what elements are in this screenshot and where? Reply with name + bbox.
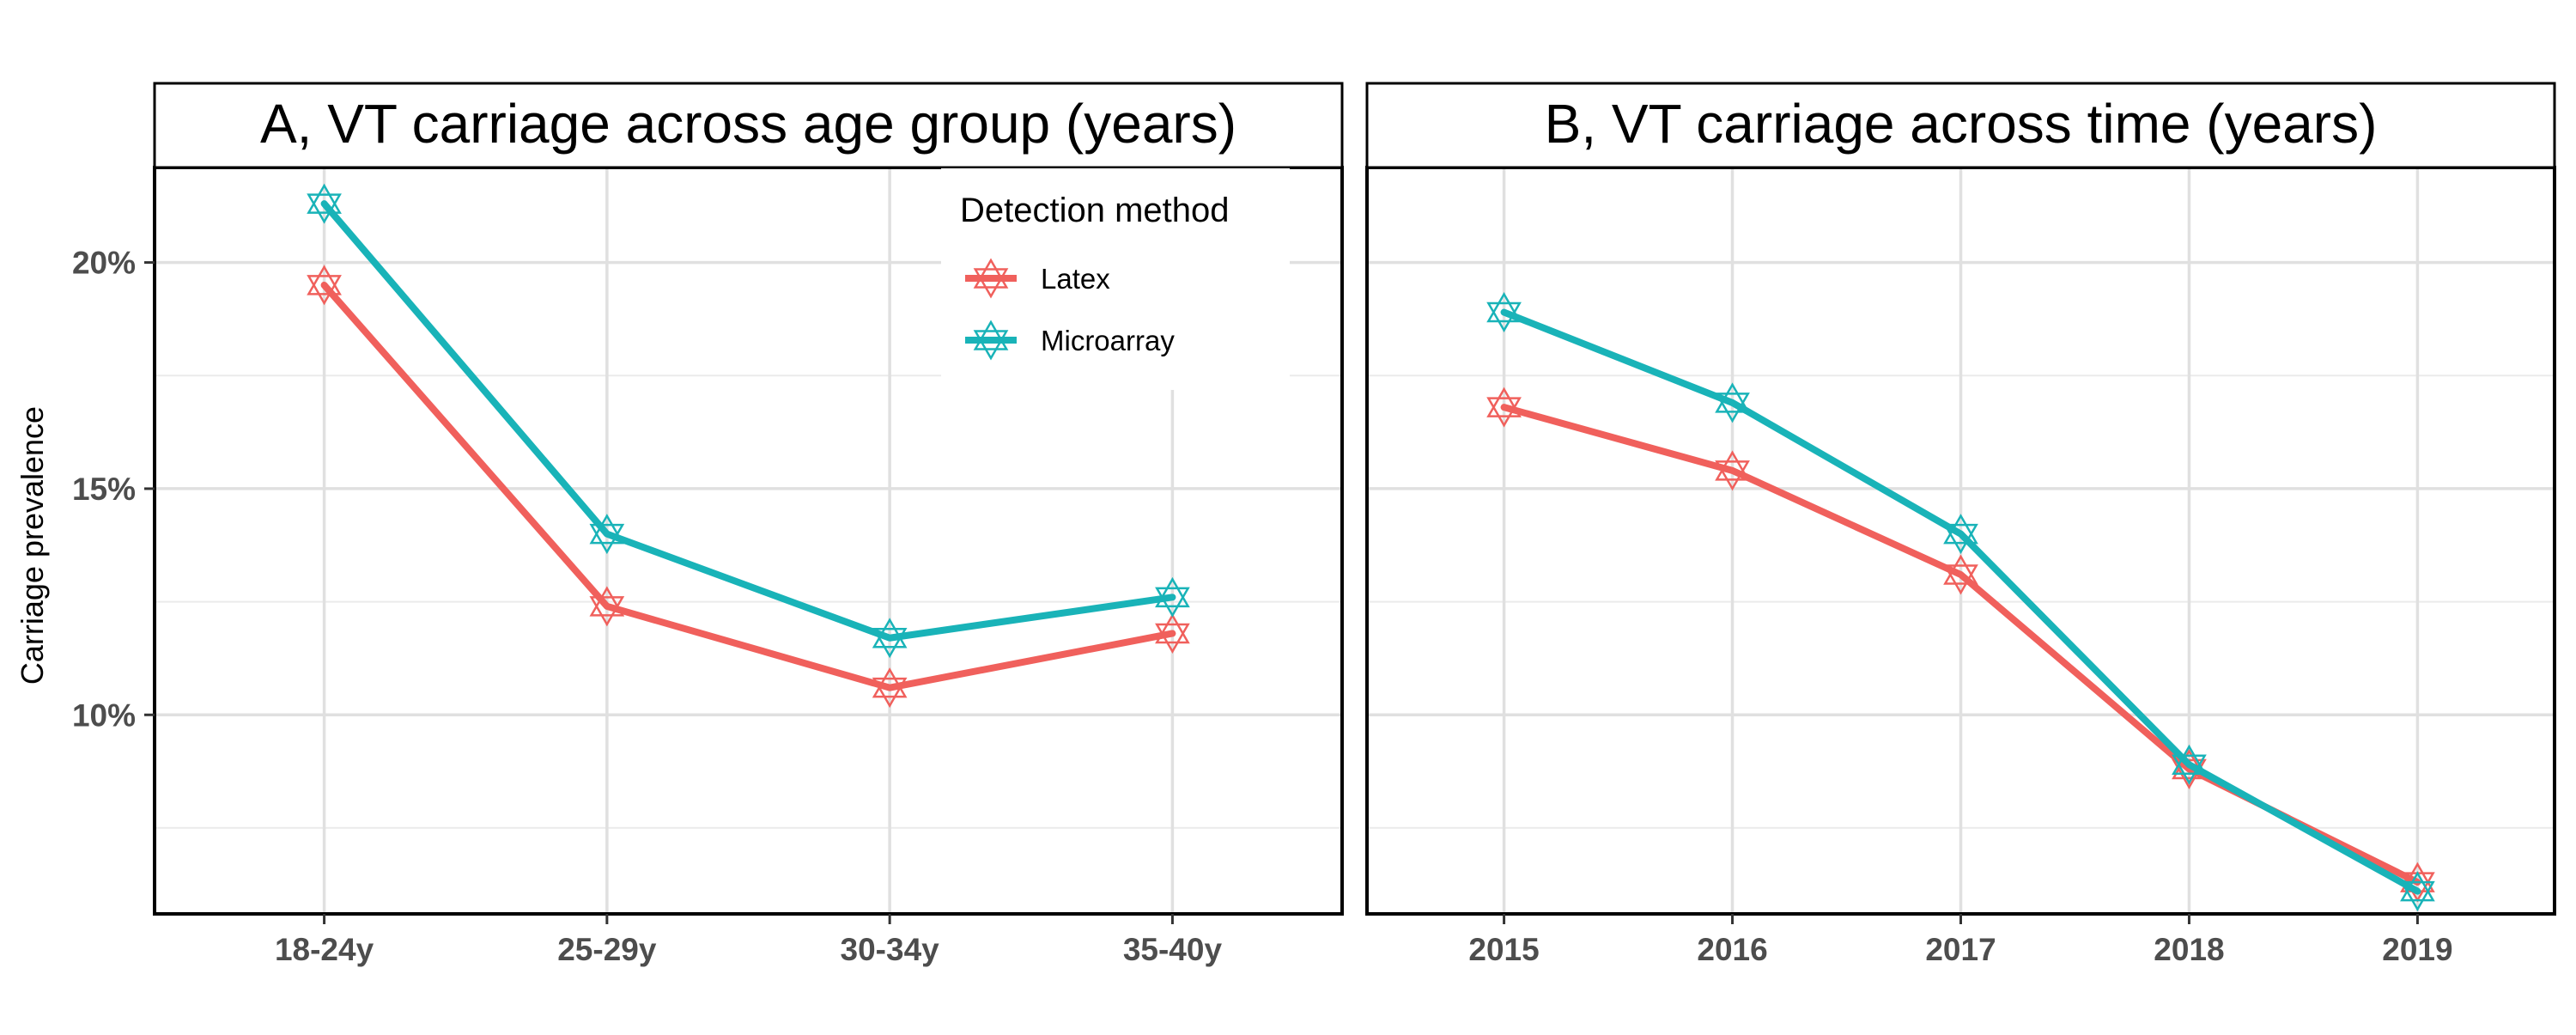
marker-triangle-down [1486,397,1522,428]
y-tick-label: 15% [72,472,136,507]
marker-triangle-down [973,268,1009,299]
marker-triangle-up [973,258,1009,289]
y-axis-label: Carriage prevalence [15,406,50,685]
y-tick-label: 20% [72,246,136,281]
data-point-microarray [1486,292,1522,333]
marker-triangle-down [1715,393,1750,423]
data-point-latex [872,667,908,709]
marker-triangle-up [1155,576,1190,608]
data-point-latex [1715,450,1750,491]
marker-triangle-up [1486,387,1522,417]
marker-triangle-up [973,320,1009,350]
marker-triangle-down [2172,754,2207,785]
marker-triangle-up [307,265,342,295]
x-tick-label: 2015 [1468,932,1539,967]
data-point-latex [307,265,342,306]
data-point-latex [1155,612,1190,654]
marker-triangle-up [589,586,625,617]
data-point-microarray [2400,871,2435,912]
legend-item-label: Latex [1041,263,1110,295]
x-tick-label: 18-24y [275,932,374,967]
legend-item-label: Microarray [1041,325,1175,356]
legend: Detection method Latex Microarray [941,168,1290,390]
marker-triangle-down [307,193,342,224]
marker-triangle-up [1715,450,1750,481]
panel-b: B, VT carriage across time (years) 2015 20… [1365,82,2556,967]
data-point-microarray [1155,576,1190,618]
marker-triangle-up [2172,744,2207,775]
marker-triangle-down [1943,564,1978,595]
marker-triangle-up [307,183,342,214]
marker-triangle-up [589,514,625,545]
marker-triangle-up [2400,871,2435,902]
marker-triangle-down [872,627,908,659]
x-tick-label: 25-29y [557,932,657,967]
data-point-microarray [589,514,625,555]
x-tick-label: 2017 [1925,932,1996,967]
data-point-microarray [1943,514,1978,555]
x-tick-label: 2018 [2154,932,2224,967]
series-line-microarray [320,200,1176,642]
marker-triangle-up [872,618,908,648]
data-point-microarray [872,618,908,659]
data-point-latex [589,586,625,627]
series-line-latex [320,281,1176,691]
marker-triangle-down [973,330,1009,361]
marker-triangle-down [307,275,342,306]
data-point-latex [1486,387,1522,428]
marker-triangle-down [589,596,625,627]
strip-background [153,82,1344,169]
y-tick-label: 10% [72,697,136,733]
data-point-microarray [1715,382,1750,423]
x-tick-label: 2019 [2382,932,2452,967]
marker-triangle-down [589,523,625,555]
marker-triangle-up [1943,554,1978,585]
marker-triangle-up [1943,514,1978,545]
data-point-latex [1943,554,1978,595]
marker-triangle-up [1155,612,1190,644]
data-point-microarray [2172,744,2207,785]
panel-title: A, VT carriage across age group (years) [260,93,1236,155]
marker-triangle-down [2400,880,2435,912]
series-line-microarray [1500,308,2421,895]
marker-triangle-down [872,677,908,709]
panel-title: B, VT carriage across time (years) [1545,93,2378,155]
marker-triangle-down [1155,623,1190,654]
marker-triangle-up [1715,382,1750,413]
x-tick-label: 35-40y [1123,932,1223,967]
x-tick-label: 30-34y [841,932,940,967]
strip-background [1365,82,2556,169]
marker-triangle-down [1155,587,1190,618]
legend-key-marker [973,320,1009,361]
marker-triangle-up [1486,292,1522,323]
marker-triangle-up [872,667,908,698]
marker-triangle-down [1943,523,1978,555]
marker-triangle-down [1715,460,1750,491]
legend-key-marker [973,258,1009,299]
marker-triangle-down [1486,301,1522,333]
marker-triangle-up [2172,748,2207,780]
x-tick-label: 2016 [1697,932,1767,967]
data-point-microarray [307,183,342,224]
legend-title: Detection method [960,192,1230,229]
